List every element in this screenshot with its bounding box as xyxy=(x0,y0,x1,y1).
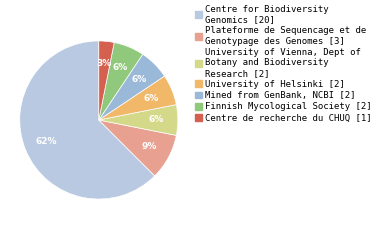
Wedge shape xyxy=(99,105,178,135)
Text: 6%: 6% xyxy=(144,94,159,103)
Wedge shape xyxy=(99,42,143,120)
Text: 6%: 6% xyxy=(131,75,147,84)
Text: 6%: 6% xyxy=(148,115,163,125)
Wedge shape xyxy=(99,41,114,120)
Wedge shape xyxy=(99,76,176,120)
Wedge shape xyxy=(20,41,155,199)
Text: 62%: 62% xyxy=(35,137,57,146)
Legend: Centre for Biodiversity
Genomics [20], Plateforme de Sequencage et de
Genotypage: Centre for Biodiversity Genomics [20], P… xyxy=(195,5,372,123)
Text: 3%: 3% xyxy=(97,59,112,68)
Wedge shape xyxy=(99,54,165,120)
Wedge shape xyxy=(99,120,176,176)
Text: 6%: 6% xyxy=(113,63,128,72)
Text: 9%: 9% xyxy=(141,142,157,151)
